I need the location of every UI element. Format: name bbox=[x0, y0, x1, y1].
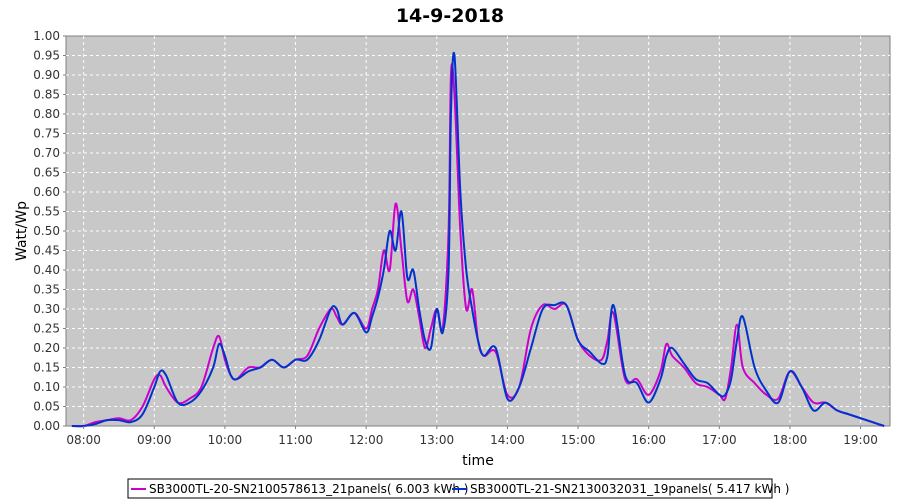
x-axis-ticks: 08:00 09:00 10:00 11:00 12:00 13:00 14:00 15:00… bbox=[66, 426, 878, 447]
y-axis-title: Watt/Wp bbox=[14, 201, 30, 261]
x-axis-title: time bbox=[462, 453, 494, 469]
y-tick-label: 0.80 bbox=[33, 107, 60, 121]
x-tick-label: 16:00 bbox=[631, 433, 666, 447]
plot-area bbox=[65, 35, 891, 427]
x-tick-label: 14:00 bbox=[490, 433, 525, 447]
x-tick-label: 08:00 bbox=[66, 433, 101, 447]
grid-lines bbox=[66, 36, 890, 426]
y-tick-label: 0.75 bbox=[33, 127, 60, 141]
y-tick-label: 0.95 bbox=[33, 49, 60, 63]
y-tick-label: 0.60 bbox=[33, 185, 60, 199]
y-tick-label: 0.65 bbox=[33, 166, 60, 180]
y-tick-label: 0.85 bbox=[33, 88, 60, 102]
legend-label-series-1: SB3000TL-20-SN2100578613_21panels( 6.003… bbox=[149, 482, 468, 496]
y-tick-label: 0.40 bbox=[33, 263, 60, 277]
legend-box bbox=[127, 478, 773, 499]
x-tick-label: 11:00 bbox=[278, 433, 313, 447]
y-tick-label: 0.45 bbox=[33, 244, 60, 258]
legend: SB3000TL-20-SN2100578613_21panels( 6.003… bbox=[127, 478, 789, 499]
y-tick-label: 0.05 bbox=[33, 400, 60, 414]
x-tick-label: 17:00 bbox=[702, 433, 737, 447]
y-tick-label: 0.10 bbox=[33, 380, 60, 394]
series-line-2 bbox=[71, 52, 885, 428]
y-tick-label: 0.20 bbox=[33, 341, 60, 355]
y-tick-label: 0.25 bbox=[33, 322, 60, 336]
y-tick-label: 0.35 bbox=[33, 283, 60, 297]
y-tick-label: 0.15 bbox=[33, 361, 60, 375]
y-tick-label: 0.70 bbox=[33, 146, 60, 160]
x-tick-label: 19:00 bbox=[843, 433, 878, 447]
y-tick-label: 0.90 bbox=[33, 68, 60, 82]
y-axis-ticks: 0.00 0.05 0.10 0.15 0.20 0.25 0.30 0.35 0.40 0.45… bbox=[33, 29, 66, 433]
series-layer bbox=[71, 52, 885, 428]
y-tick-label: 0.55 bbox=[33, 205, 60, 219]
x-tick-label: 09:00 bbox=[137, 433, 172, 447]
x-tick-label: 13:00 bbox=[420, 433, 455, 447]
legend-label-series-2: SB3000TL-21-SN2130032031_19panels( 5.417… bbox=[470, 482, 789, 496]
chart-title: 14-9-2018 bbox=[396, 5, 504, 27]
y-tick-label: 0.00 bbox=[33, 419, 60, 433]
y-tick-label: 0.50 bbox=[33, 224, 60, 238]
y-tick-label: 1.00 bbox=[33, 29, 60, 43]
x-tick-label: 15:00 bbox=[561, 433, 596, 447]
series-line-1 bbox=[71, 63, 885, 428]
y-tick-label: 0.30 bbox=[33, 302, 60, 316]
x-tick-label: 10:00 bbox=[208, 433, 243, 447]
x-tick-label: 18:00 bbox=[773, 433, 808, 447]
x-tick-label: 12:00 bbox=[349, 433, 384, 447]
